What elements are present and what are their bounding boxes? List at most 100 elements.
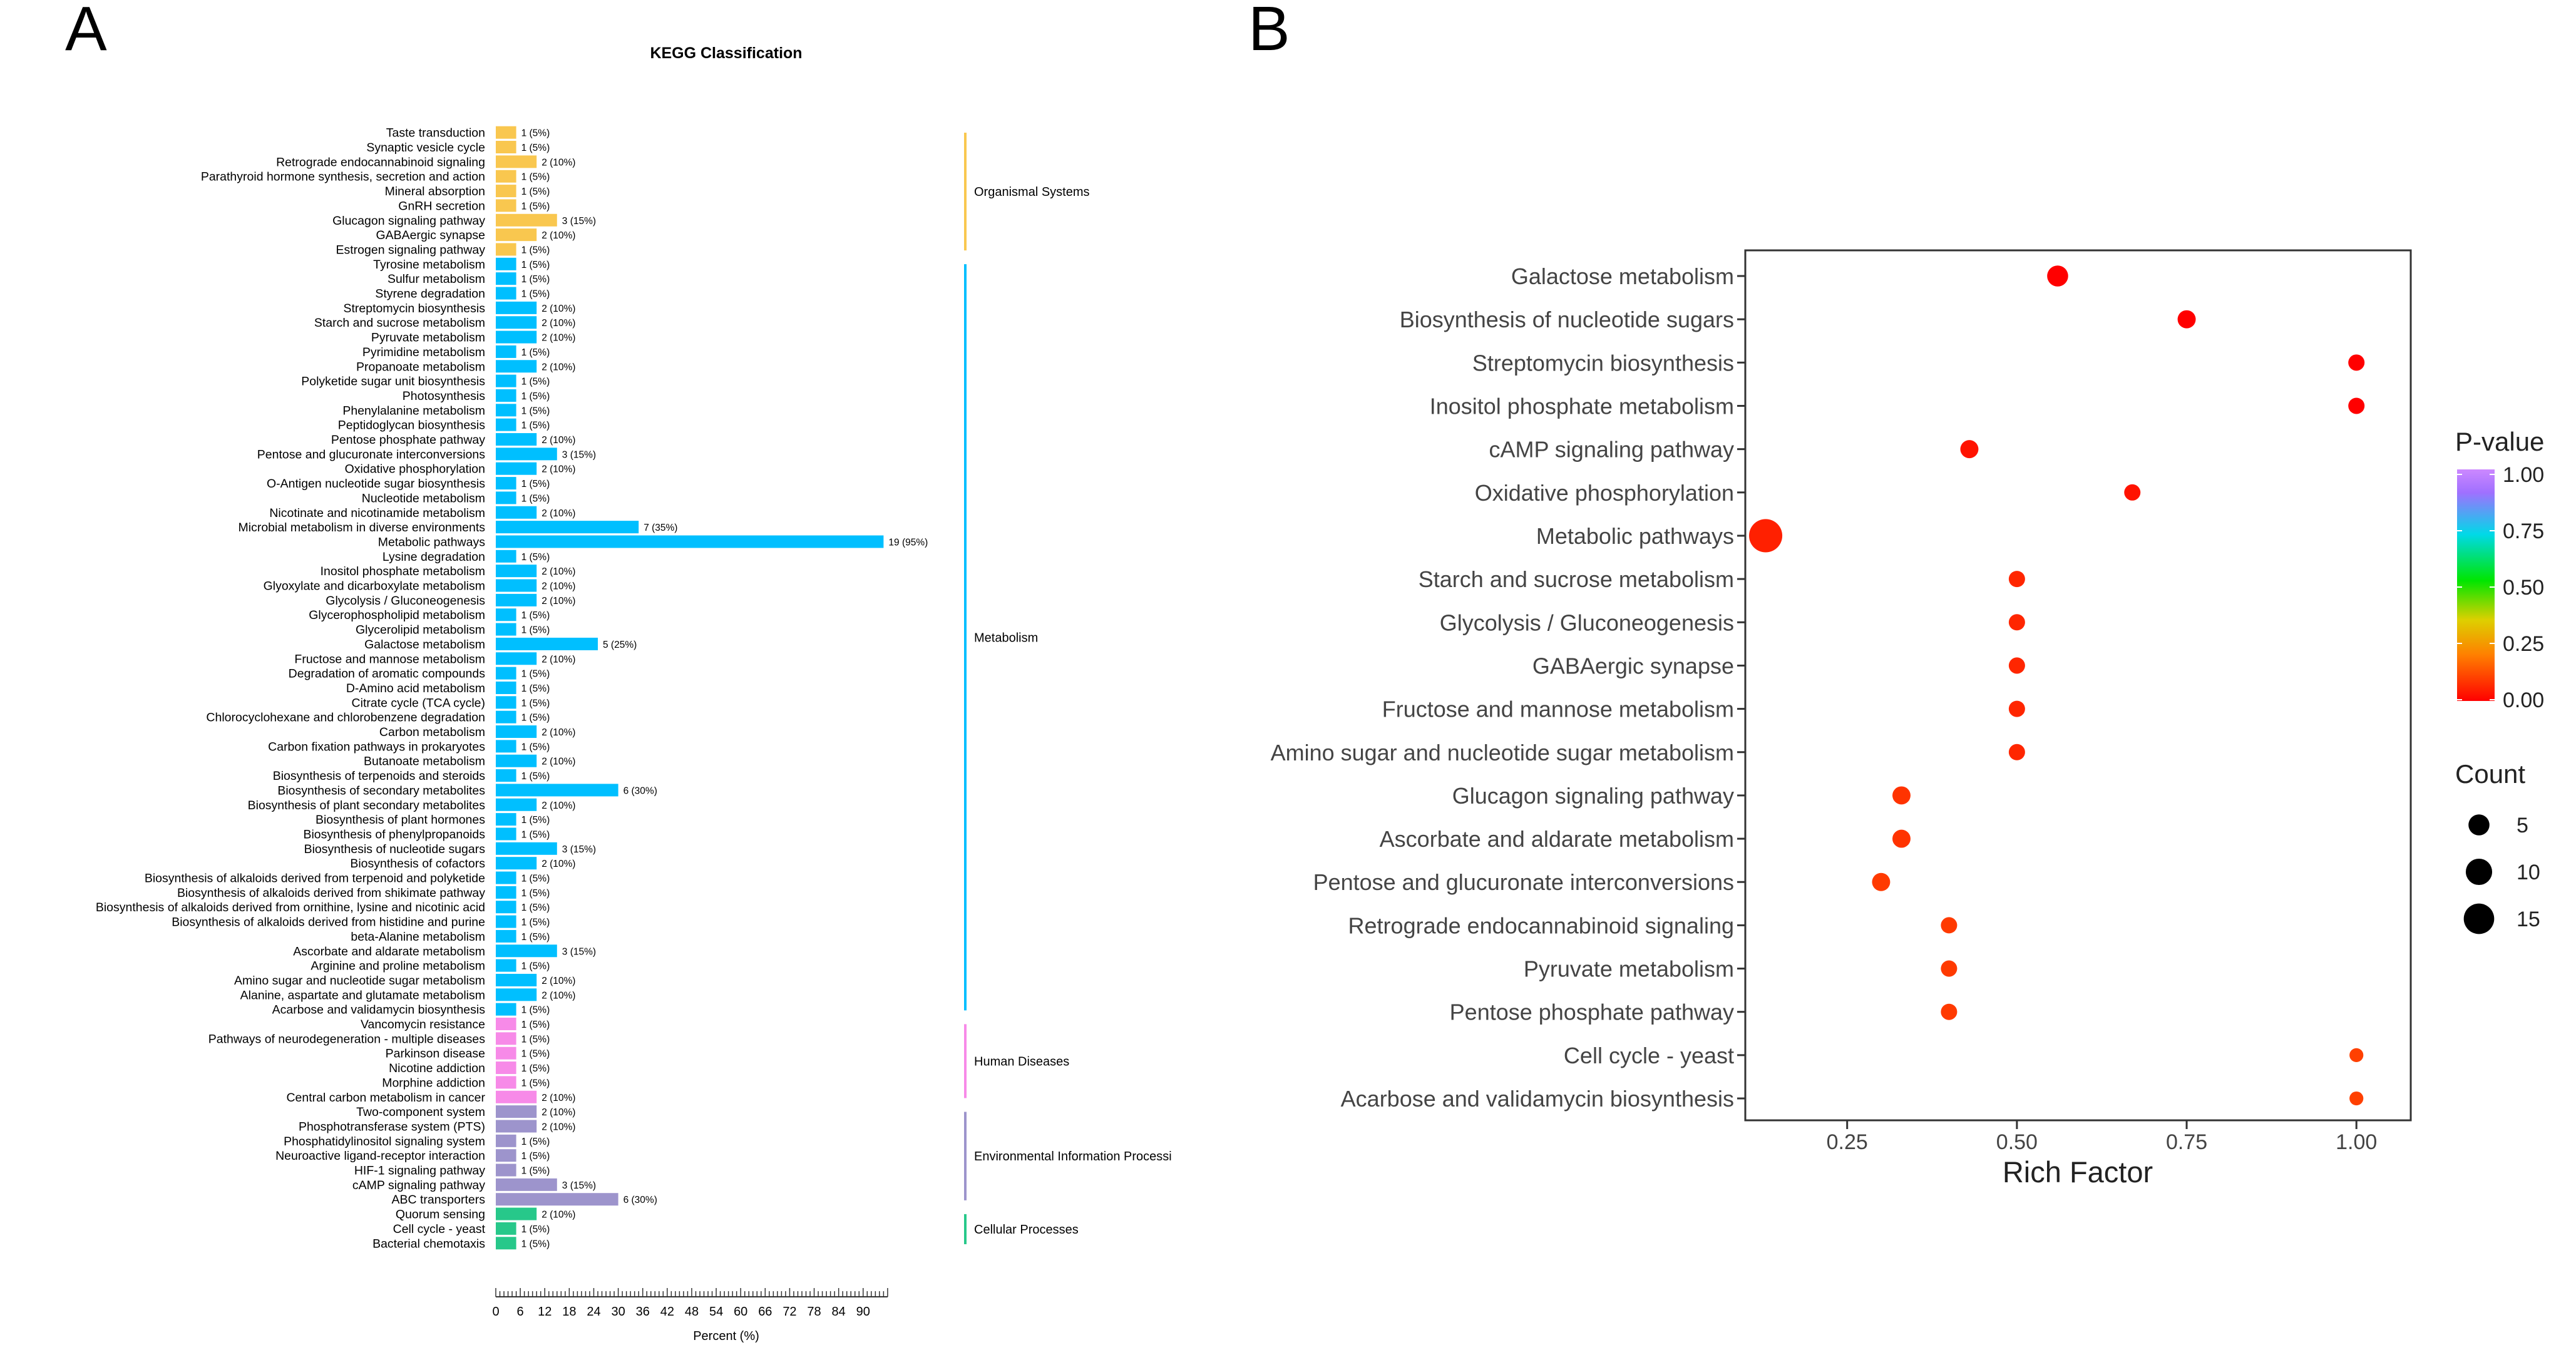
bar	[496, 1046, 516, 1060]
bar	[496, 886, 516, 899]
pathway-label: Pentose and glucuronate interconversions	[1313, 869, 1734, 895]
category-label: Synaptic vesicle cycle	[366, 141, 485, 155]
category-label: Polyketide sugar unit biosynthesis	[301, 375, 485, 389]
category-label: Microbial metabolism in diverse environm…	[239, 521, 486, 534]
enrichment-point	[2008, 614, 2025, 631]
bar-value-label: 2 (10%)	[541, 581, 575, 592]
bar-value-label: 1 (5%)	[521, 1239, 550, 1249]
x-tick-label: 0.50	[1996, 1130, 2038, 1154]
enrichment-point	[2008, 744, 2025, 760]
bar-value-label: 1 (5%)	[521, 669, 550, 680]
category-label: Alanine, aspartate and glutamate metabol…	[240, 988, 485, 1002]
enrichment-point	[1892, 829, 1911, 848]
x-tick-label: 1.00	[2336, 1130, 2377, 1154]
category-label: Pyrimidine metabolism	[362, 345, 485, 359]
x-tick-label: 78	[807, 1305, 821, 1319]
bar-value-label: 3 (15%)	[562, 216, 596, 227]
category-label: Neuroactive ligand-receptor interaction	[275, 1149, 485, 1163]
bar	[496, 652, 537, 665]
bar-value-label: 1 (5%)	[521, 918, 550, 928]
bar-value-label: 3 (15%)	[562, 946, 596, 957]
category-label: Nucleotide metabolism	[362, 491, 485, 505]
count-legend-label: 10	[2517, 861, 2540, 884]
bar	[496, 535, 884, 548]
category-label: ABC transporters	[391, 1193, 485, 1207]
category-label: Metabolic pathways	[378, 535, 486, 549]
bar-value-label: 1 (5%)	[521, 172, 550, 183]
bar-value-label: 1 (5%)	[521, 829, 550, 840]
bar	[496, 593, 537, 606]
bar-value-label: 1 (5%)	[521, 1005, 550, 1016]
bar	[496, 827, 516, 841]
pathway-label: Acarbose and validamycin biosynthesis	[1341, 1086, 1734, 1112]
category-label: Streptomycin biosynthesis	[343, 302, 485, 315]
pathway-label: cAMP signaling pathway	[1489, 437, 1734, 463]
x-tick-label: 0.25	[1827, 1130, 1868, 1154]
category-label: Photosynthesis	[403, 389, 485, 403]
bar-value-label: 2 (10%)	[541, 508, 575, 519]
category-label: Pyruvate metabolism	[371, 331, 485, 345]
bar	[496, 462, 537, 475]
bar-value-label: 2 (10%)	[541, 596, 575, 606]
bar	[496, 1134, 516, 1147]
bar-value-label: 2 (10%)	[541, 990, 575, 1001]
count-legend-title: Count	[2455, 759, 2525, 789]
enrichment-point	[1941, 960, 1958, 977]
category-label: Mineral absorption	[385, 185, 485, 198]
category-label: Tyrosine metabolism	[373, 258, 485, 272]
category-label: cAMP signaling pathway	[352, 1179, 485, 1192]
colorbar-tick-label: 0.50	[2503, 576, 2544, 600]
x-tick-label: 12	[538, 1305, 552, 1319]
bar-value-label: 2 (10%)	[541, 1093, 575, 1103]
category-label: Biosynthesis of alkaloids derived from t…	[145, 872, 485, 886]
bar	[496, 973, 537, 986]
bar-value-label: 1 (5%)	[521, 187, 550, 197]
colorbar-tick-label: 0.00	[2503, 688, 2544, 712]
pathway-label: Pentose phosphate pathway	[1450, 1000, 1734, 1025]
category-label: Starch and sucrose metabolism	[314, 316, 485, 330]
bar	[496, 667, 516, 680]
x-tick-label: 48	[685, 1305, 699, 1319]
bar	[496, 1193, 618, 1206]
bar-value-label: 1 (5%)	[521, 377, 550, 387]
bar-value-label: 2 (10%)	[541, 464, 575, 475]
pathway-label: Glucagon signaling pathway	[1452, 783, 1734, 809]
bar-value-label: 5 (25%)	[603, 640, 637, 650]
bar	[496, 929, 516, 943]
enrichment-point	[2349, 1091, 2364, 1106]
bar-value-label: 2 (10%)	[541, 859, 575, 869]
category-label: Bacterial chemotaxis	[372, 1237, 485, 1250]
category-label: Degradation of aromatic compounds	[289, 667, 486, 681]
plot-b-frame	[1744, 249, 2412, 1122]
bar-value-label: 2 (10%)	[541, 727, 575, 738]
bar	[496, 901, 516, 914]
pathway-label: Retrograde endocannabinoid signaling	[1348, 913, 1734, 938]
bar-value-label: 1 (5%)	[521, 742, 550, 752]
bar	[496, 857, 537, 870]
category-label: Nicotine addiction	[389, 1061, 485, 1075]
bar	[496, 1018, 516, 1031]
bar-value-label: 1 (5%)	[521, 1137, 550, 1147]
bar-value-label: 1 (5%)	[521, 260, 550, 270]
bar-value-label: 1 (5%)	[521, 552, 550, 563]
bar	[496, 1105, 537, 1118]
bar	[496, 784, 618, 797]
category-label: Ascorbate and aldarate metabolism	[293, 944, 485, 958]
bar	[496, 725, 537, 739]
category-label: Biosynthesis of nucleotide sugars	[304, 842, 486, 856]
enrichment-point	[1941, 917, 1958, 934]
bar	[496, 126, 516, 139]
bar	[496, 491, 516, 504]
bar-value-label: 7 (35%)	[644, 523, 677, 533]
bar-value-label: 2 (10%)	[541, 435, 575, 446]
category-label: beta-Alanine metabolism	[351, 930, 485, 944]
bar	[496, 915, 516, 928]
bar-value-label: 6 (30%)	[623, 785, 657, 796]
bar	[496, 1149, 516, 1162]
pathway-label: Fructose and mannose metabolism	[1382, 697, 1734, 722]
x-tick-label: 18	[562, 1305, 576, 1319]
bar-value-label: 2 (10%)	[541, 157, 575, 168]
category-label: Peptidoglycan biosynthesis	[338, 419, 485, 432]
enrichment-point	[2124, 484, 2141, 501]
